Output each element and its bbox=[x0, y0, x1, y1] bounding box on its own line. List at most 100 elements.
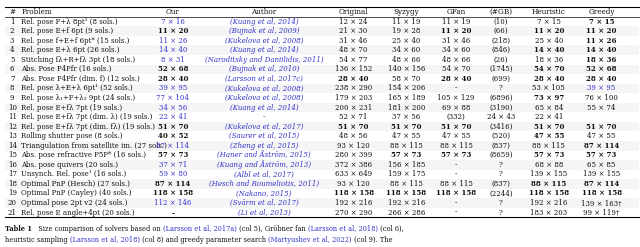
Text: (Kukelova et al, 2008): (Kukelova et al, 2008) bbox=[225, 94, 303, 102]
Bar bbox=[5, 122, 639, 131]
Text: Original: Original bbox=[339, 8, 369, 16]
Text: 37 × 71: 37 × 71 bbox=[159, 161, 187, 169]
Text: Unsynch. Rel. pose¹ (16 sols.): Unsynch. Rel. pose¹ (16 sols.) bbox=[21, 170, 126, 178]
Text: (1745): (1745) bbox=[489, 65, 513, 73]
Text: (Larsson et al, 2018): (Larsson et al, 2018) bbox=[70, 236, 140, 244]
Bar bbox=[5, 84, 639, 93]
Text: (3190): (3190) bbox=[489, 103, 513, 111]
Text: 12 × 24: 12 × 24 bbox=[339, 18, 368, 25]
Text: 154 × 206: 154 × 206 bbox=[388, 84, 425, 92]
Text: (Bujnak et al, 2010): (Bujnak et al, 2010) bbox=[228, 65, 300, 73]
Text: 48 × 70: 48 × 70 bbox=[339, 46, 368, 54]
Text: 118 × 158: 118 × 158 bbox=[387, 189, 426, 198]
Text: 192 × 216: 192 × 216 bbox=[388, 199, 425, 207]
Bar bbox=[5, 198, 639, 208]
Text: 14: 14 bbox=[8, 142, 17, 150]
Text: 51 × 70: 51 × 70 bbox=[157, 123, 188, 131]
Text: 118 × 158: 118 × 158 bbox=[582, 189, 621, 198]
Text: 34 × 60: 34 × 60 bbox=[392, 46, 420, 54]
Text: (Martyushev et al, 2022): (Martyushev et al, 2022) bbox=[268, 236, 351, 244]
Text: 10: 10 bbox=[8, 103, 17, 111]
Text: 88 × 115: 88 × 115 bbox=[390, 142, 423, 150]
Text: Rel. pose E+fλ 7pt (dim. λ) (19 sols.): Rel. pose E+fλ 7pt (dim. λ) (19 sols.) bbox=[21, 113, 152, 121]
Text: 11 × 20: 11 × 20 bbox=[157, 27, 188, 35]
Text: 20: 20 bbox=[8, 199, 17, 207]
Bar bbox=[5, 64, 639, 74]
Text: (Kuang and Åström, 2013): (Kuang and Åström, 2013) bbox=[217, 161, 311, 169]
Text: 87 × 114: 87 × 114 bbox=[156, 142, 189, 150]
Bar bbox=[5, 26, 639, 36]
Text: 65 × 84: 65 × 84 bbox=[534, 103, 563, 111]
Text: 51 × 70: 51 × 70 bbox=[339, 123, 369, 131]
Text: 8 × 31: 8 × 31 bbox=[161, 56, 185, 64]
Bar bbox=[5, 103, 639, 112]
Text: Optimal PnP (Hesch) (27 sols.): Optimal PnP (Hesch) (27 sols.) bbox=[21, 180, 130, 188]
Text: (Svärm et al, 2017): (Svärm et al, 2017) bbox=[230, 199, 298, 207]
Text: 39 × 95: 39 × 95 bbox=[159, 84, 187, 92]
Text: (26): (26) bbox=[493, 56, 508, 64]
Text: 51 × 70: 51 × 70 bbox=[391, 123, 422, 131]
Text: (699): (699) bbox=[492, 75, 510, 83]
Text: 200 × 231: 200 × 231 bbox=[335, 103, 372, 111]
Text: 31 × 46: 31 × 46 bbox=[339, 37, 368, 45]
Text: (Kuang et al, 2014): (Kuang et al, 2014) bbox=[230, 18, 298, 25]
Text: 633 × 649: 633 × 649 bbox=[335, 170, 372, 178]
Text: (Li et al, 2013): (Li et al, 2013) bbox=[237, 208, 291, 217]
Text: (520): (520) bbox=[492, 132, 510, 140]
Text: 6: 6 bbox=[10, 65, 15, 73]
Text: 11 × 20: 11 × 20 bbox=[534, 27, 564, 35]
Text: Optimal PnP (Cayley) (40 sols.): Optimal PnP (Cayley) (40 sols.) bbox=[21, 189, 132, 198]
Text: 47 × 55: 47 × 55 bbox=[534, 132, 564, 140]
Text: 14 × 40: 14 × 40 bbox=[534, 46, 564, 54]
Text: 14 × 40: 14 × 40 bbox=[586, 46, 617, 54]
Text: Heuristic: Heuristic bbox=[532, 8, 566, 16]
Text: #: # bbox=[9, 8, 15, 16]
Text: 105 × 129: 105 × 129 bbox=[437, 94, 475, 102]
Text: Rel. pose E+λ 6pt (26 sols.): Rel. pose E+λ 6pt (26 sols.) bbox=[21, 46, 120, 54]
Text: -: - bbox=[455, 170, 457, 178]
Text: 88 × 115: 88 × 115 bbox=[390, 180, 423, 188]
Text: 47 × 55: 47 × 55 bbox=[442, 132, 470, 140]
Text: 52 × 68: 52 × 68 bbox=[586, 65, 617, 73]
Text: (10): (10) bbox=[493, 18, 508, 25]
Text: 57 × 73: 57 × 73 bbox=[586, 151, 617, 159]
Text: (#GB): (#GB) bbox=[489, 8, 513, 16]
Text: 192 × 216: 192 × 216 bbox=[335, 199, 372, 207]
Text: 11: 11 bbox=[8, 113, 17, 121]
Text: (Haner and Åström, 2015): (Haner and Åström, 2015) bbox=[217, 151, 311, 159]
Text: 87 × 114: 87 × 114 bbox=[584, 142, 620, 150]
Text: 93 × 120: 93 × 120 bbox=[337, 180, 370, 188]
Text: 13: 13 bbox=[8, 132, 17, 140]
Text: 54 × 70: 54 × 70 bbox=[442, 65, 470, 73]
Text: (Kuang et al, 2014): (Kuang et al, 2014) bbox=[230, 46, 298, 54]
Text: 47 × 55: 47 × 55 bbox=[588, 132, 616, 140]
Text: (Nakano, 2015): (Nakano, 2015) bbox=[236, 189, 292, 198]
Text: 11 × 26: 11 × 26 bbox=[159, 37, 187, 45]
Text: Size comparison of solvers based on: Size comparison of solvers based on bbox=[32, 225, 163, 233]
Text: 87 × 114: 87 × 114 bbox=[584, 180, 620, 188]
Text: 52 × 68: 52 × 68 bbox=[157, 65, 188, 73]
Text: -: - bbox=[455, 161, 457, 169]
Text: ?: ? bbox=[499, 199, 503, 207]
Text: 52 × 71: 52 × 71 bbox=[339, 113, 368, 121]
Text: (3416): (3416) bbox=[489, 123, 513, 131]
Text: 280 × 399: 280 × 399 bbox=[335, 151, 372, 159]
Text: Rolling shutter pose (8 sols.): Rolling shutter pose (8 sols.) bbox=[21, 132, 123, 140]
Text: heuristic sampling: heuristic sampling bbox=[5, 236, 70, 244]
Text: (Hesch and Roumeliotis, 2011): (Hesch and Roumeliotis, 2011) bbox=[209, 180, 319, 188]
Text: (Larsson et al, 2018): (Larsson et al, 2018) bbox=[308, 225, 378, 233]
Text: (Bujnak et al, 2009): (Bujnak et al, 2009) bbox=[228, 27, 300, 35]
Text: (2244): (2244) bbox=[489, 189, 513, 198]
Text: ?: ? bbox=[499, 170, 503, 178]
Text: 192 × 216: 192 × 216 bbox=[530, 199, 568, 207]
Text: 54 × 77: 54 × 77 bbox=[339, 56, 368, 64]
Text: (Albl et al, 2017): (Albl et al, 2017) bbox=[234, 170, 294, 178]
Text: Rel. pose E+f 6pt (9 sols.): Rel. pose E+f 6pt (9 sols.) bbox=[21, 27, 113, 35]
Bar bbox=[5, 45, 639, 55]
Text: 54 × 70: 54 × 70 bbox=[534, 65, 564, 73]
Text: Table 1: Table 1 bbox=[5, 225, 32, 233]
Text: 28 × 40: 28 × 40 bbox=[339, 75, 369, 83]
Text: 53 × 105: 53 × 105 bbox=[532, 84, 565, 92]
Text: Abs. pose refractive P5P* (16 sols.): Abs. pose refractive P5P* (16 sols.) bbox=[21, 151, 146, 159]
Text: 47 × 55: 47 × 55 bbox=[392, 132, 420, 140]
